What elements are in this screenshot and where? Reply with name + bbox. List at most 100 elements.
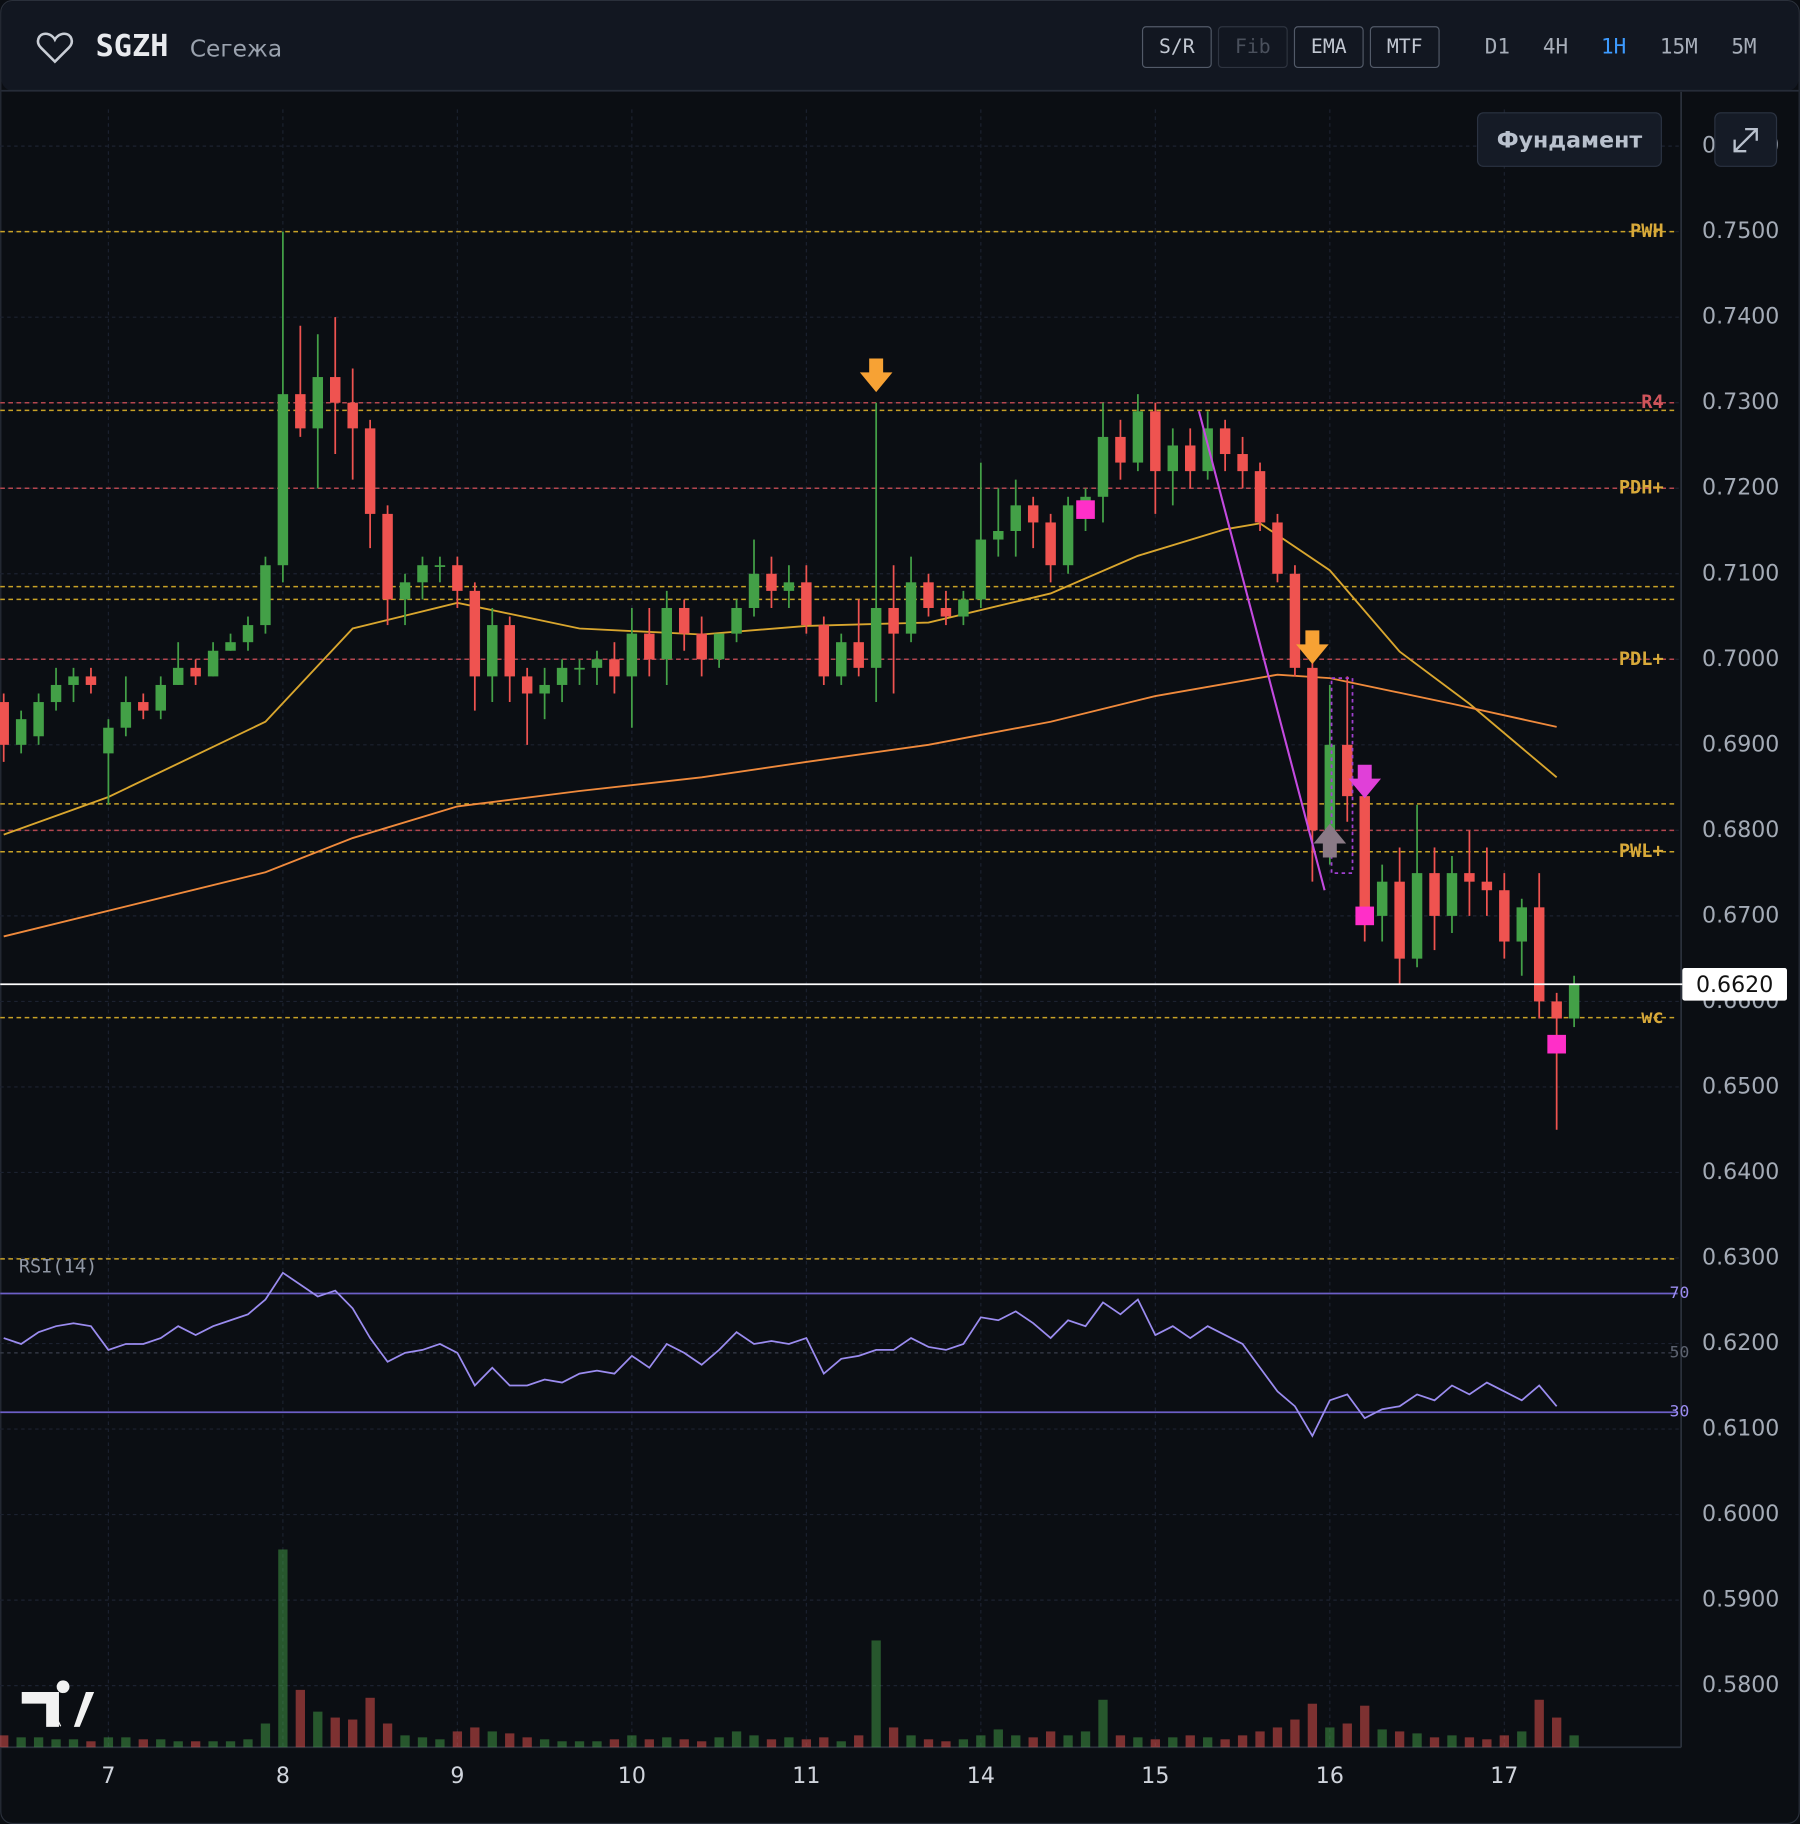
volume-bar: [679, 1739, 689, 1748]
signal-arrow-down: [1296, 630, 1329, 665]
volume-bar: [1028, 1737, 1038, 1748]
y-tick-label: 0.7200: [1702, 475, 1779, 501]
fundament-label[interactable]: Фундамент: [1497, 127, 1643, 153]
candle-body: [1132, 411, 1144, 463]
tradingview-logo: [21, 1680, 95, 1727]
candle-body: [1533, 907, 1545, 1002]
volume-bar: [51, 1739, 61, 1748]
candle-body: [626, 633, 638, 677]
timeframe[interactable]: 5M: [1731, 35, 1756, 59]
volume-bar: [86, 1741, 96, 1748]
volume-bar: [260, 1723, 271, 1748]
timeframe[interactable]: 15M: [1660, 35, 1698, 59]
timeframe[interactable]: D1: [1485, 35, 1510, 59]
candle-body: [347, 402, 358, 429]
y-tick-label: 0.6400: [1702, 1159, 1779, 1185]
candle-body: [1202, 428, 1213, 472]
volume-bar: [1203, 1737, 1213, 1748]
candle-body: [1062, 505, 1074, 566]
volume-bar: [1342, 1723, 1352, 1748]
candle-body: [1516, 907, 1527, 942]
candle-body: [870, 607, 882, 668]
favorite-icon[interactable]: [36, 32, 74, 64]
signal-square: [1547, 1034, 1566, 1054]
volume-bar: [16, 1737, 26, 1748]
tool-label[interactable]: Fib: [1235, 35, 1271, 58]
volume-bar: [121, 1737, 131, 1748]
volume-bar: [644, 1739, 654, 1748]
candle-body: [207, 650, 219, 677]
volume-bar: [1394, 1731, 1405, 1748]
volume-bar: [1237, 1735, 1248, 1748]
expand-button[interactable]: [1714, 112, 1778, 167]
volume-bar: [103, 1737, 114, 1748]
candle-body: [1010, 505, 1021, 532]
candle-body: [905, 582, 917, 634]
tool-label[interactable]: EMA: [1311, 35, 1347, 58]
candle-body: [696, 633, 707, 660]
volume-bar: [330, 1717, 340, 1748]
fundament-button[interactable]: Фундамент: [1476, 112, 1662, 167]
candle-body: [1272, 522, 1283, 574]
candle-body: [277, 394, 289, 566]
candle-body: [68, 676, 79, 685]
candle-body: [888, 607, 899, 634]
volume-bar: [208, 1741, 218, 1748]
candle-body: [487, 625, 498, 677]
tool-button[interactable]: [1293, 26, 1364, 69]
tool-button[interactable]: [1141, 26, 1212, 69]
candle-body: [138, 702, 149, 711]
volume-bar: [243, 1739, 253, 1748]
timeframe[interactable]: 4H: [1543, 35, 1568, 59]
candle-body: [818, 625, 830, 677]
rsi-label: RSI(14): [19, 1256, 97, 1277]
symbol: SGZH: [96, 29, 169, 64]
timeframe[interactable]: 1H: [1601, 35, 1626, 59]
y-tick-label: 0.6300: [1702, 1244, 1779, 1270]
candle-body: [1394, 881, 1405, 959]
volume-bar: [557, 1741, 567, 1748]
volume-bar: [138, 1739, 148, 1748]
volume-bar: [522, 1737, 532, 1748]
candle-body: [1464, 873, 1475, 882]
ema-line: [3, 522, 1558, 836]
volume-bar: [400, 1735, 410, 1748]
candle-body: [434, 565, 446, 567]
signal-square: [1076, 500, 1095, 519]
expand-icon[interactable]: [1733, 127, 1758, 153]
level-label: wc: [1641, 1007, 1663, 1028]
candle-body: [399, 582, 411, 600]
tool-label[interactable]: MTF: [1387, 35, 1423, 58]
tool-button[interactable]: [1369, 26, 1440, 69]
candle-body: [766, 573, 777, 591]
candle-body: [1219, 428, 1231, 455]
candle-body: [661, 607, 672, 660]
rsi-tick-label: 30: [1670, 1402, 1690, 1421]
volume-bar: [801, 1739, 812, 1748]
y-tick-label: 0.6700: [1702, 902, 1779, 928]
volume-bar: [766, 1739, 777, 1748]
x-tick-label: 14: [967, 1763, 995, 1789]
candle-body: [940, 607, 952, 617]
volume-bar: [627, 1735, 637, 1748]
volume-bar: [487, 1731, 497, 1748]
tool-label[interactable]: S/R: [1159, 35, 1195, 58]
candle-body: [609, 659, 620, 677]
volume-bar: [731, 1731, 742, 1748]
tool-button[interactable]: [1217, 26, 1288, 69]
candle-body: [1115, 436, 1126, 463]
y-tick-label: 0.7100: [1702, 560, 1779, 586]
volume-bar: [871, 1640, 881, 1748]
volume-bar: [888, 1727, 899, 1748]
y-tick-label: 0.6900: [1702, 731, 1779, 757]
fundament-button-bg[interactable]: [1476, 112, 1662, 167]
x-tick-label: 10: [618, 1763, 646, 1789]
signal-arrow-down: [1348, 764, 1382, 799]
y-tick-label: 0.7500: [1702, 218, 1779, 244]
candle-body: [748, 573, 760, 608]
volume-bar: [348, 1719, 358, 1748]
trendline: [1197, 410, 1326, 891]
last-price-tag: [1682, 968, 1787, 1001]
volume-bar: [1482, 1739, 1492, 1748]
